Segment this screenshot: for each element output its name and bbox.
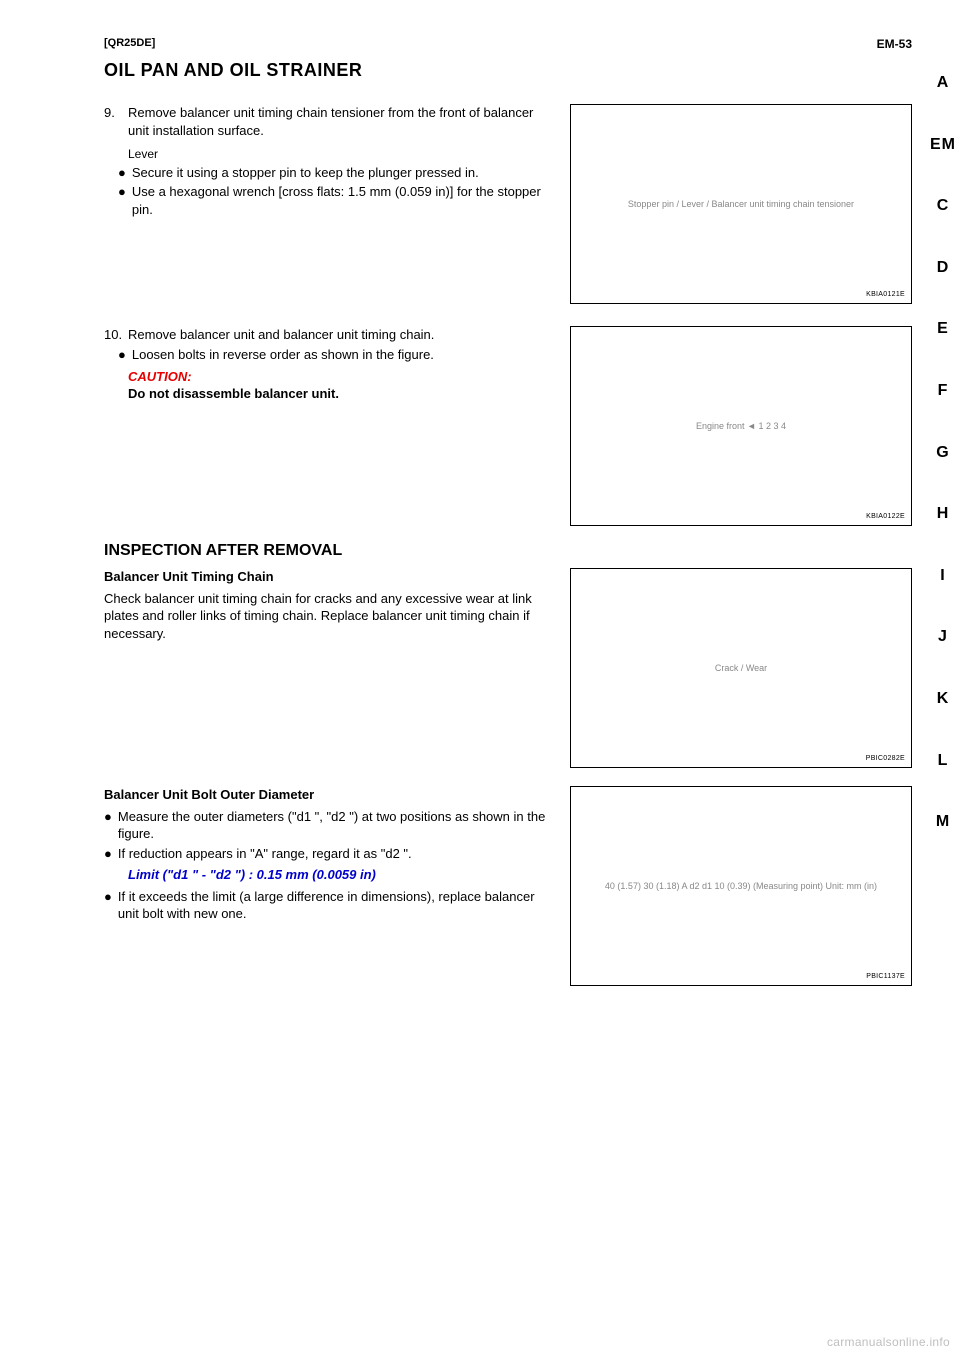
index-h: H [926,503,960,525]
index-e: E [926,318,960,340]
index-a: A [926,72,960,94]
index-c: C [926,195,960,217]
figure-chain: Crack / Wear PBIC0282E [570,568,912,768]
inspection-title: INSPECTION AFTER REMOVAL [104,540,912,562]
index-l: L [926,750,960,772]
bullet-dot-icon: ● [104,845,112,863]
bullet-dot-icon: ● [118,183,126,218]
figure-code: KBIA0122E [866,512,905,521]
watermark: carmanualsonline.info [827,1334,950,1350]
caution-label: CAUTION: [128,369,192,384]
bullet-dot-icon: ● [104,808,112,843]
index-j: J [926,626,960,648]
hex-wrench-note: Use a hexagonal wrench [cross flats: 1.5… [132,183,556,218]
step-9-text: Remove balancer unit timing chain tensio… [128,104,556,139]
index-column: A EM C D E F G H I J K L M [926,0,960,873]
header-label: [QR25DE] [104,36,155,51]
lever-label: Lever [128,147,158,161]
bolt-note-2: If reduction appears in "A" range, regar… [118,845,412,863]
bolt-note-3: If it exceeds the limit (a large differe… [118,888,556,923]
figure-balancer-content: Engine front ◄ 1 2 3 4 [696,420,786,432]
bullet-dot-icon: ● [118,164,126,182]
index-m: M [926,811,960,833]
figure-balancer-unit: Engine front ◄ 1 2 3 4 KBIA0122E [570,326,912,526]
figure-code: PBIC1137E [866,972,905,981]
figure-code: KBIA0121E [866,290,905,299]
stopper-pin-note: Secure it using a stopper pin to keep th… [132,164,479,182]
loosen-note: Loosen bolts in reverse order as shown i… [132,346,434,364]
bolt-note-1: Measure the outer diameters ("d1 ", "d2 … [118,808,556,843]
figure-code: PBIC0282E [866,754,905,763]
bullet-dot-icon: ● [118,346,126,364]
step-10-text: Remove balancer unit and balancer unit t… [128,326,434,344]
figure-bolt: 40 (1.57) 30 (1.18) A d2 d1 10 (0.39) (M… [570,786,912,986]
page-number: EM-53 [877,36,912,52]
index-d: D [926,257,960,279]
index-k: K [926,688,960,710]
index-f: F [926,380,960,402]
bolt-subtitle: Balancer Unit Bolt Outer Diameter [104,786,556,804]
header-row: [QR25DE] EM-53 [104,36,912,52]
figure-tensioner: Stopper pin / Lever / Balancer unit timi… [570,104,912,304]
chain-subtitle: Balancer Unit Timing Chain [104,568,556,586]
limit-spec: Limit ("d1 " - "d2 ") : 0.15 mm (0.0059 … [128,866,556,884]
bullet-dot-icon: ● [104,888,112,923]
step-9-number: 9. [104,104,118,139]
figure-chain-content: Crack / Wear [715,662,767,674]
section-title: OIL PAN AND OIL STRAINER [104,58,912,82]
step-10-number: 10. [104,326,118,344]
chain-text: Check balancer unit timing chain for cra… [104,590,556,643]
index-i: I [926,565,960,587]
caution-body: Do not disassemble balancer unit. [128,386,339,401]
index-g: G [926,442,960,464]
figure-bolt-content: 40 (1.57) 30 (1.18) A d2 d1 10 (0.39) (M… [605,880,877,892]
index-em: EM [926,134,960,156]
figure-tensioner-content: Stopper pin / Lever / Balancer unit timi… [628,198,854,210]
